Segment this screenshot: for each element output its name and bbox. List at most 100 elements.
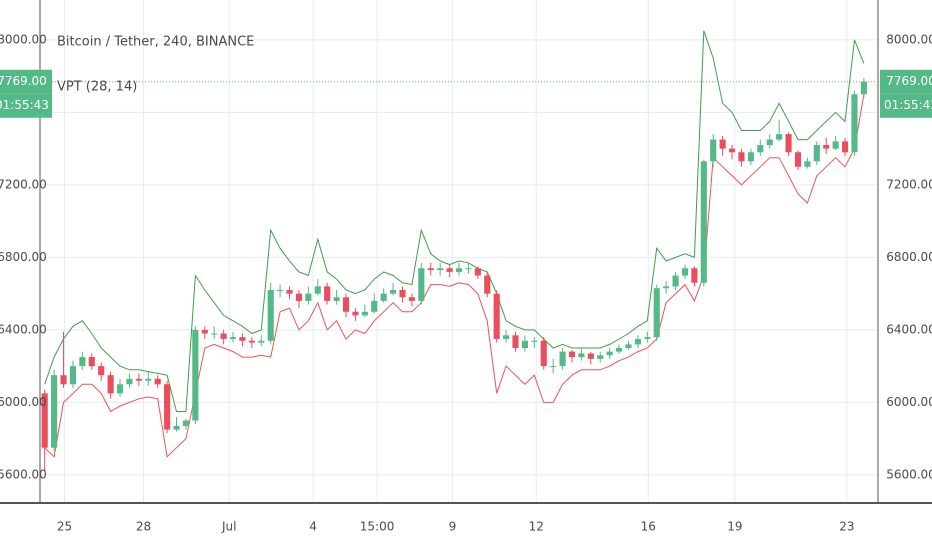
countdown-label: 01:55:43 — [884, 98, 932, 112]
x-tick-label: 19 — [727, 520, 742, 534]
candle-body — [314, 286, 321, 294]
candle-body — [427, 268, 434, 271]
candle-body — [248, 340, 255, 343]
y-tick-label: 7200.00 — [0, 177, 47, 191]
x-tick-label: 15:00 — [360, 520, 395, 534]
candle-body — [738, 152, 745, 162]
candle-body — [766, 139, 773, 146]
candle-body — [286, 290, 293, 294]
x-tick-label: 4 — [309, 520, 317, 534]
candle-body — [672, 275, 679, 287]
candle-body — [352, 311, 359, 316]
candle-body — [342, 297, 350, 312]
candle-body — [804, 161, 811, 167]
candle-body — [785, 134, 792, 153]
candle-body — [408, 297, 415, 301]
candle-body — [437, 268, 444, 271]
candle-body — [540, 340, 547, 367]
y-tick-label: 5600.00 — [886, 467, 932, 481]
candle-body — [126, 378, 133, 385]
candle-body — [295, 293, 302, 301]
candle-body — [277, 290, 284, 292]
candle-body — [559, 351, 566, 367]
indicator-line — [44, 30, 865, 412]
candle-body — [634, 338, 641, 345]
marks — [41, 30, 867, 472]
candle-body — [794, 152, 802, 167]
candle-body — [503, 335, 510, 339]
candle-body — [267, 290, 274, 341]
candle-body — [399, 290, 406, 298]
price-badge — [0, 69, 52, 94]
candle-body — [474, 268, 481, 276]
y-tick-label: 6800.00 — [886, 250, 932, 264]
candle-body — [587, 353, 594, 359]
candle-body — [663, 286, 670, 289]
candle-body — [776, 134, 783, 140]
candle-body — [333, 297, 340, 301]
countdown-badge — [0, 93, 52, 118]
candle-body — [380, 293, 387, 301]
candle-body — [578, 353, 585, 358]
axes: 5600.00 5600.00 6000.00 6000.00 6400.00 6400.… — [0, 0, 932, 534]
candle-body — [860, 81, 867, 95]
candle-body — [154, 378, 161, 385]
last-price-label: 7769.00 — [886, 74, 932, 88]
x-tick-label: 16 — [641, 520, 656, 534]
candle-body — [493, 293, 500, 339]
candle-body — [182, 420, 190, 426]
candle-body — [173, 425, 180, 430]
x-tick-label: 28 — [136, 520, 151, 534]
candle-body — [135, 378, 142, 381]
candle-body — [324, 286, 331, 301]
price-badge — [880, 69, 932, 94]
candle-body — [51, 375, 58, 448]
x-tick-label: 12 — [529, 520, 544, 534]
candle-body — [521, 340, 528, 349]
y-tick-label: 6800.00 — [0, 250, 47, 264]
candle-body — [568, 351, 576, 358]
candle-body — [531, 340, 538, 342]
candle-body — [305, 293, 312, 301]
candle-body — [700, 161, 707, 283]
y-tick-label: 8000.00 — [0, 32, 47, 46]
grid — [40, 0, 878, 503]
candle-body — [229, 337, 237, 339]
candle-body — [88, 357, 95, 367]
candle-body — [851, 94, 858, 153]
candle-body — [550, 366, 557, 368]
candle-body — [606, 351, 613, 356]
candle-body — [644, 337, 651, 339]
candle-body — [597, 355, 604, 359]
candle-body — [220, 333, 227, 339]
countdown-badge — [880, 93, 932, 118]
candle-body — [747, 152, 754, 162]
candle-body — [719, 139, 726, 149]
candle-body — [258, 340, 265, 343]
candle-body — [98, 366, 105, 376]
candle-body — [823, 145, 830, 149]
x-tick-label: 9 — [449, 520, 457, 534]
candle-body — [418, 268, 425, 301]
candle-body — [512, 335, 519, 349]
candle-body — [832, 141, 839, 149]
candle-body — [681, 268, 689, 276]
x-tick-label: 25 — [57, 520, 72, 534]
candle-body — [145, 378, 152, 381]
candle-body — [239, 337, 246, 341]
x-tick-label: Jul — [221, 520, 236, 534]
y-tick-label: 7200.00 — [886, 177, 932, 191]
candle-body — [211, 333, 218, 335]
candle-body — [361, 311, 368, 316]
candle-body — [192, 329, 199, 421]
candle-body — [107, 375, 114, 394]
candle-body — [813, 145, 820, 162]
candle-body — [446, 268, 453, 272]
y-tick-label: 5600.00 — [0, 467, 47, 481]
candle-body — [710, 139, 717, 162]
candle-body — [841, 141, 849, 153]
candle-body — [116, 384, 124, 394]
x-tick-label: 23 — [839, 520, 854, 534]
y-tick-label: 6400.00 — [886, 322, 932, 336]
